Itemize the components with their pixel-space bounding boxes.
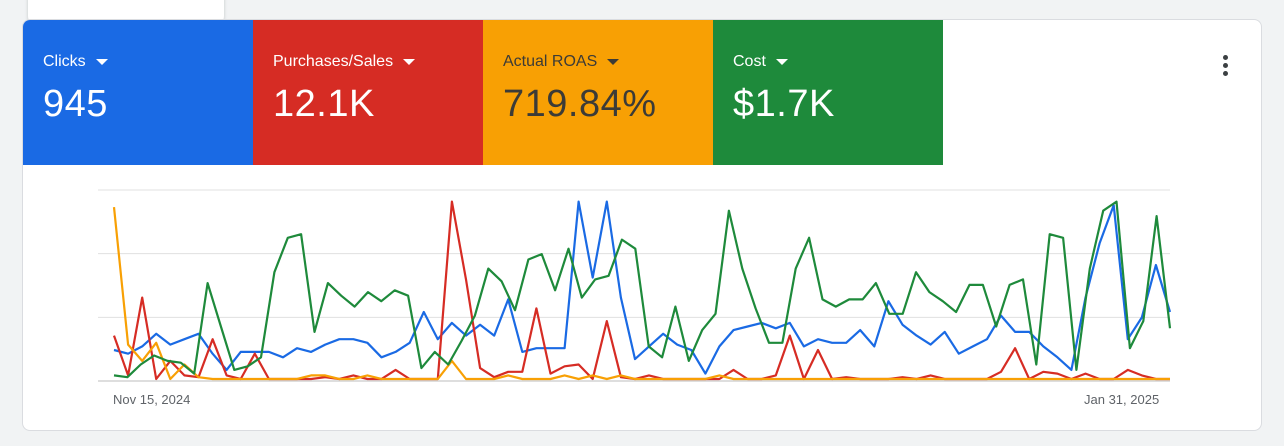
metric-value: 12.1K	[273, 83, 375, 125]
metric-tile-purchases-sales[interactable]: Purchases/Sales 12.1K	[253, 20, 483, 165]
metric-tile-cost[interactable]: Cost $1.7K	[713, 20, 943, 165]
caret-down-icon[interactable]	[95, 59, 108, 65]
caret-down-icon[interactable]	[403, 59, 416, 65]
series-line-actual-roas	[112, 206, 1170, 381]
metric-label: Cost	[733, 53, 766, 70]
metric-label: Clicks	[43, 53, 86, 70]
x-axis-start-label: Nov 15, 2024	[113, 392, 191, 407]
more-vert-icon[interactable]	[1213, 50, 1237, 80]
metric-tiles: Clicks 945 Purchases/Sales 12.1K Actual …	[23, 20, 943, 165]
metric-tile-header: Purchases/Sales	[273, 52, 463, 72]
metric-label: Purchases/Sales	[273, 53, 394, 70]
metric-value: 945	[43, 83, 108, 125]
series-line-clicks	[113, 200, 1172, 375]
metric-value: 719.84%	[503, 83, 657, 125]
caret-down-icon[interactable]	[607, 59, 620, 65]
metric-tile-header: Clicks	[43, 52, 233, 72]
caret-down-icon[interactable]	[775, 59, 788, 65]
performance-card: Clicks 945 Purchases/Sales 12.1K Actual …	[22, 19, 1262, 431]
metric-tile-header: Cost	[733, 52, 923, 72]
metric-tile-header: Actual ROAS	[503, 52, 693, 72]
x-axis-end-label: Jan 31, 2025	[1084, 392, 1160, 407]
line-chart	[98, 189, 1172, 382]
metric-label: Actual ROAS	[503, 53, 598, 70]
metric-value: $1.7K	[733, 83, 835, 125]
series-line-cost	[113, 200, 1172, 379]
metric-tile-clicks[interactable]: Clicks 945	[23, 20, 253, 165]
metric-tile-actual-roas[interactable]: Actual ROAS 719.84%	[483, 20, 713, 165]
